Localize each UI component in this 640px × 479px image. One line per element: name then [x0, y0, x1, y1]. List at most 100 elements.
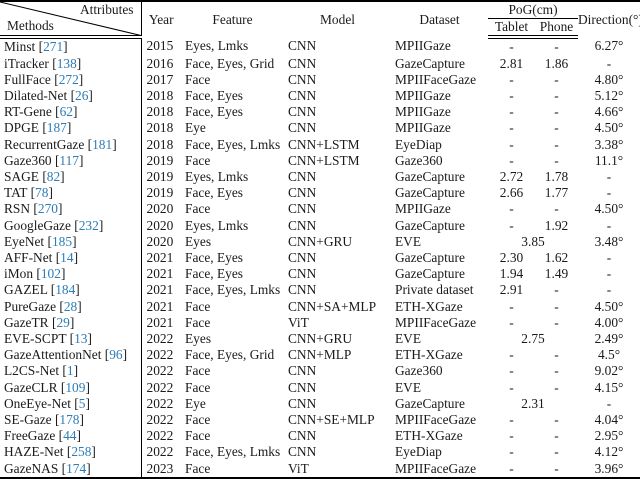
cell-feature: Face: [185, 428, 211, 444]
citation-link[interactable]: 138: [56, 55, 77, 71]
cell-dataset: EyeDiap: [395, 444, 442, 460]
citation-link[interactable]: 272: [58, 71, 79, 87]
cell-dataset: EVE: [395, 233, 422, 249]
method-name: FullFace: [4, 71, 51, 87]
cell-feature: Face: [185, 314, 211, 330]
cell-pog-phone: -: [554, 152, 559, 168]
cell-pog-phone: 1.86: [544, 55, 569, 71]
citation-link[interactable]: 96: [109, 347, 123, 363]
cell-pog-phone: -: [554, 298, 559, 314]
cell-pog-tablet: -: [509, 460, 514, 476]
table-row: DPGE [187] 2018 Eye CNN MPIIGaze - - 4.5…: [0, 120, 640, 137]
method-name: iTracker: [4, 55, 49, 71]
citation-link[interactable]: 184: [55, 282, 76, 298]
cell-direction: 2.95°: [594, 428, 624, 444]
cell-pog-phone: -: [554, 314, 559, 330]
method-cell: FreeGaze [44]: [0, 428, 142, 445]
cell-dataset: EVE: [395, 379, 422, 395]
cell-pog-tablet: 2.91: [499, 282, 524, 298]
cell-model: CNN+GRU: [288, 233, 353, 249]
cell-year: 2019: [146, 169, 174, 185]
table-row: GoogleGaze [232] 2020 Eyes, Lmks CNN Gaz…: [0, 217, 640, 234]
citation-link[interactable]: 178: [59, 412, 80, 428]
citation-link[interactable]: 258: [71, 444, 92, 460]
citation-link[interactable]: 29: [56, 314, 70, 330]
cell-feature: Face, Eyes: [185, 250, 244, 266]
cell-dataset: MPIIFaceGaze: [395, 71, 477, 87]
cell-year: 2021: [146, 298, 174, 314]
table-row: Minst [271] 2015 Eyes, Lmks CNN MPIIGaze…: [0, 37, 640, 56]
citation-link[interactable]: 78: [35, 185, 49, 201]
table-row: FullFace [272] 2017 Face CNN MPIIFaceGaz…: [0, 71, 640, 89]
cell-feature: Eyes, Lmks: [185, 169, 249, 185]
cell-year: 2022: [146, 363, 174, 379]
cell-feature: Face: [185, 379, 211, 395]
cell-year: 2015: [146, 38, 174, 54]
cell-dataset: MPIIGaze: [395, 104, 451, 120]
citation-link[interactable]: 117: [59, 152, 79, 168]
cell-model: CNN+MLP: [288, 347, 352, 363]
col-header-model: Model: [320, 11, 355, 27]
method-name: GazeTR: [4, 314, 49, 330]
table-row: GazeNAS [174] 2023 Face ViT MPIIFaceGaze…: [0, 460, 640, 478]
citation-link[interactable]: 109: [65, 379, 86, 395]
table-row: SAGE [82] 2019 Eyes, Lmks CNN GazeCaptur…: [0, 169, 640, 186]
cell-year: 2022: [146, 347, 174, 363]
citation-link[interactable]: 232: [78, 217, 99, 233]
cell-pog-tablet: -: [509, 428, 514, 444]
method-cell: SE-Gaze [178]: [0, 412, 142, 429]
citation-link[interactable]: 185: [51, 233, 73, 249]
cell-year: 2022: [146, 395, 174, 411]
citation-link[interactable]: 270: [37, 201, 58, 217]
cell-feature: Face, Eyes: [185, 266, 244, 282]
cell-feature: Face, Eyes, Grid: [185, 55, 275, 71]
cell-direction: -: [606, 266, 612, 282]
cell-year: 2020: [146, 217, 174, 233]
cell-model: CNN: [288, 428, 317, 444]
cell-direction: -: [606, 250, 612, 266]
cell-feature: Face: [185, 201, 211, 217]
citation-link[interactable]: 174: [66, 460, 87, 476]
method-cell: EVE-SCPT [13]: [0, 331, 142, 348]
cell-pog-tablet: -: [509, 104, 514, 120]
citation-link[interactable]: 1: [66, 363, 74, 379]
cell-dataset: ETH-XGaze: [395, 298, 463, 314]
cell-dataset: ETH-XGaze: [395, 428, 463, 444]
method-cell: GazeCLR [109]: [0, 379, 142, 396]
cell-year: 2018: [146, 104, 174, 120]
cell-direction: 4.12°: [594, 444, 624, 460]
citation-link[interactable]: 5: [78, 395, 86, 411]
citation-link[interactable]: 82: [46, 169, 61, 185]
citation-link[interactable]: 271: [43, 39, 64, 55]
cell-direction: -: [606, 55, 612, 71]
cell-feature: Face: [185, 412, 211, 428]
cell-feature: Face: [185, 460, 211, 476]
cell-pog-phone: -: [554, 412, 559, 428]
method-name: Dilated-Net: [4, 88, 68, 104]
cell-feature: Face, Eyes, Lmks: [185, 282, 281, 298]
citation-link[interactable]: 14: [60, 250, 74, 266]
cell-model: CNN: [288, 38, 317, 54]
citation-link[interactable]: 26: [75, 88, 89, 104]
cell-pog-phone: 1.62: [544, 250, 569, 266]
citation-link[interactable]: 62: [59, 104, 73, 120]
method-name: SE-Gaze: [4, 412, 52, 428]
citation-link[interactable]: 13: [74, 331, 88, 347]
method-cell: PureGaze [28]: [0, 298, 142, 315]
cell-pog-tablet: -: [509, 363, 514, 379]
cell-direction: 4.80°: [594, 71, 624, 87]
cell-direction: 4.04°: [594, 412, 624, 428]
table-row: OneEye-Net [5] 2022 Eye CNN GazeCapture …: [0, 395, 640, 413]
citation-link[interactable]: 44: [63, 428, 77, 444]
cell-direction: -: [606, 169, 612, 185]
citation-link[interactable]: 187: [46, 120, 67, 136]
method-cell: AFF-Net [14]: [0, 250, 142, 267]
cell-direction: 11.1°: [594, 152, 624, 168]
cell-pog-tablet: 2.72: [499, 169, 524, 185]
cell-year: 2018: [146, 120, 174, 136]
citation-link[interactable]: 28: [63, 298, 78, 314]
citation-link[interactable]: 102: [40, 266, 61, 282]
method-name: EVE-SCPT: [4, 331, 67, 347]
citation-link[interactable]: 181: [92, 136, 113, 152]
